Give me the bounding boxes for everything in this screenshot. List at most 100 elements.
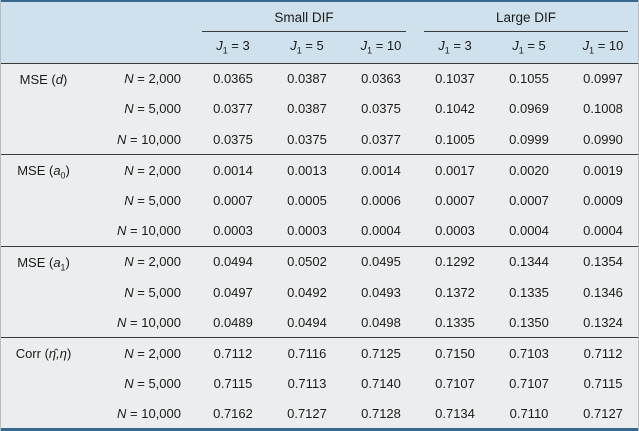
row-label: N = 2,000 — [86, 337, 196, 369]
row-label-value: = 2,000 — [133, 162, 181, 178]
value-cell: 0.1292 — [418, 245, 493, 277]
table-row: N = 10,000 0.0375 0.0375 0.0377 0.1005 0.0999… — [1, 124, 638, 155]
row-label-symbol: N — [124, 101, 134, 117]
column-group-small-dif: Small DIF — [196, 1, 419, 32]
row-label-symbol: N — [124, 376, 134, 392]
row-label-symbol: N — [117, 314, 127, 330]
row-label-symbol: N — [124, 71, 134, 87]
value-cell: 0.0502 — [270, 245, 344, 277]
value-cell: 0.7162 — [196, 398, 270, 430]
row-label: N = 2,000 — [86, 154, 196, 186]
value-cell: 0.0003 — [270, 215, 344, 247]
value-cell: 0.7115 — [566, 368, 638, 399]
value-cell: 0.1008 — [566, 93, 638, 125]
row-label: N = 10,000 — [86, 398, 196, 430]
value-cell: 0.0494 — [196, 245, 270, 277]
table-row: N = 10,000 0.0003 0.0003 0.0004 0.0003 0.0004… — [1, 215, 638, 247]
value-cell: 0.0387 — [270, 93, 344, 125]
column-header: J1 = 5 — [270, 32, 344, 64]
value-cell: 0.7110 — [492, 398, 567, 430]
table-row: N = 5,000 0.0497 0.0492 0.0493 0.1372 0.1335 0… — [1, 276, 638, 308]
row-group-label-subscript: 0 — [60, 170, 66, 181]
column-header-subscript: 1 — [296, 46, 302, 57]
column-header-value: = 3 — [227, 38, 250, 54]
value-cell: 0.0006 — [344, 185, 419, 216]
value-cell: 0.7112 — [566, 337, 638, 369]
column-group-rule: Small DIF — [202, 5, 407, 32]
column-group-label: Small DIF — [274, 10, 334, 25]
row-label-value: = 10,000 — [126, 405, 181, 421]
column-header-subscript: 1 — [222, 46, 228, 57]
value-cell: 0.0990 — [566, 124, 638, 155]
row-group-label-symbol: η̂,η — [48, 346, 67, 362]
row-label-value: = 5,000 — [133, 192, 181, 208]
row-group-label-suffix: ) — [66, 346, 72, 362]
row-group-label: MSE (a0) — [1, 154, 86, 247]
value-cell: 0.7116 — [270, 337, 344, 369]
row-group-label-symbol: d — [55, 71, 63, 87]
value-cell: 0.1354 — [566, 245, 638, 277]
value-cell: 0.7107 — [492, 368, 567, 399]
column-header: J1 = 10 — [566, 32, 638, 64]
column-group-large-dif: Large DIF — [418, 1, 638, 32]
value-cell: 0.0489 — [196, 307, 270, 338]
value-cell: 0.0007 — [492, 185, 567, 216]
value-cell: 0.0004 — [344, 215, 419, 247]
row-group: MSE (a1) N = 2,000 0.0494 0.0502 0.0495 0.129… — [1, 245, 638, 338]
value-cell: 0.1055 — [492, 62, 567, 94]
value-cell: 0.0005 — [270, 185, 344, 216]
value-cell: 0.7140 — [344, 368, 419, 399]
row-label: N = 10,000 — [86, 307, 196, 338]
column-header-value: = 5 — [301, 38, 324, 54]
value-cell: 0.7125 — [344, 337, 419, 369]
column-header: J1 = 5 — [492, 32, 567, 64]
column-header-subscript: 1 — [518, 46, 524, 57]
table-row: N = 5,000 0.0007 0.0005 0.0006 0.0007 0.0007 0… — [1, 185, 638, 216]
value-cell: 0.0377 — [344, 124, 419, 155]
column-group-label: Large DIF — [496, 10, 557, 25]
row-label-value: = 10,000 — [126, 223, 181, 239]
row-label-value: = 5,000 — [133, 376, 181, 392]
value-cell: 0.1335 — [492, 276, 567, 308]
row-label-value: = 5,000 — [133, 101, 181, 117]
value-cell: 0.1037 — [418, 62, 493, 94]
value-cell: 0.1005 — [418, 124, 493, 155]
row-group-label-subscript: 1 — [60, 262, 66, 273]
table-row: N = 10,000 0.0489 0.0494 0.0498 0.1335 0.1350… — [1, 307, 638, 338]
value-cell: 0.7127 — [270, 398, 344, 430]
column-header: J1 = 3 — [418, 32, 493, 64]
row-label-symbol: N — [124, 162, 134, 178]
column-header-value: = 5 — [523, 38, 546, 54]
row-group: MSE (d) N = 2,000 0.0365 0.0387 0.0363 0.1037… — [1, 62, 638, 155]
row-label-symbol: N — [124, 254, 134, 270]
row-label-symbol: N — [117, 131, 127, 147]
value-cell: 0.0497 — [196, 276, 270, 308]
column-header-symbol: J — [216, 38, 223, 54]
value-cell: 0.1324 — [566, 307, 638, 338]
value-cell: 0.7128 — [344, 398, 419, 430]
table-row: N = 5,000 0.0377 0.0387 0.0375 0.1042 0.0969 0… — [1, 93, 638, 125]
row-group-label-suffix: ) — [63, 71, 68, 87]
value-cell: 0.0014 — [196, 154, 270, 186]
row-label-symbol: N — [124, 284, 134, 300]
row-label: N = 10,000 — [86, 215, 196, 247]
row-group-label-prefix: MSE ( — [19, 71, 56, 87]
column-header-value: = 10 — [372, 38, 402, 54]
column-header-symbol: J — [582, 38, 590, 54]
row-label-symbol: N — [124, 345, 134, 361]
value-cell: 0.0013 — [270, 154, 344, 186]
row-label: N = 2,000 — [86, 62, 196, 94]
column-header-symbol: J — [512, 38, 519, 54]
row-group-label: MSE (d) — [1, 62, 86, 155]
value-cell: 0.0003 — [418, 215, 493, 247]
table-row: N = 5,000 0.7115 0.7113 0.7140 0.7107 0.7107 0… — [1, 368, 638, 399]
value-cell: 0.1335 — [418, 307, 493, 338]
table-row: N = 10,000 0.7162 0.7127 0.7128 0.7134 0.7110… — [1, 398, 638, 430]
row-label-value: = 2,000 — [133, 71, 181, 87]
value-cell: 0.7134 — [418, 398, 493, 430]
value-cell: 0.0375 — [270, 124, 344, 155]
value-cell: 0.1042 — [418, 93, 493, 125]
row-group: Corr (η̂,η) N = 2,000 0.7112 0.7116 0.7125 0.… — [1, 337, 638, 430]
row-group-label-prefix: MSE ( — [17, 163, 54, 179]
